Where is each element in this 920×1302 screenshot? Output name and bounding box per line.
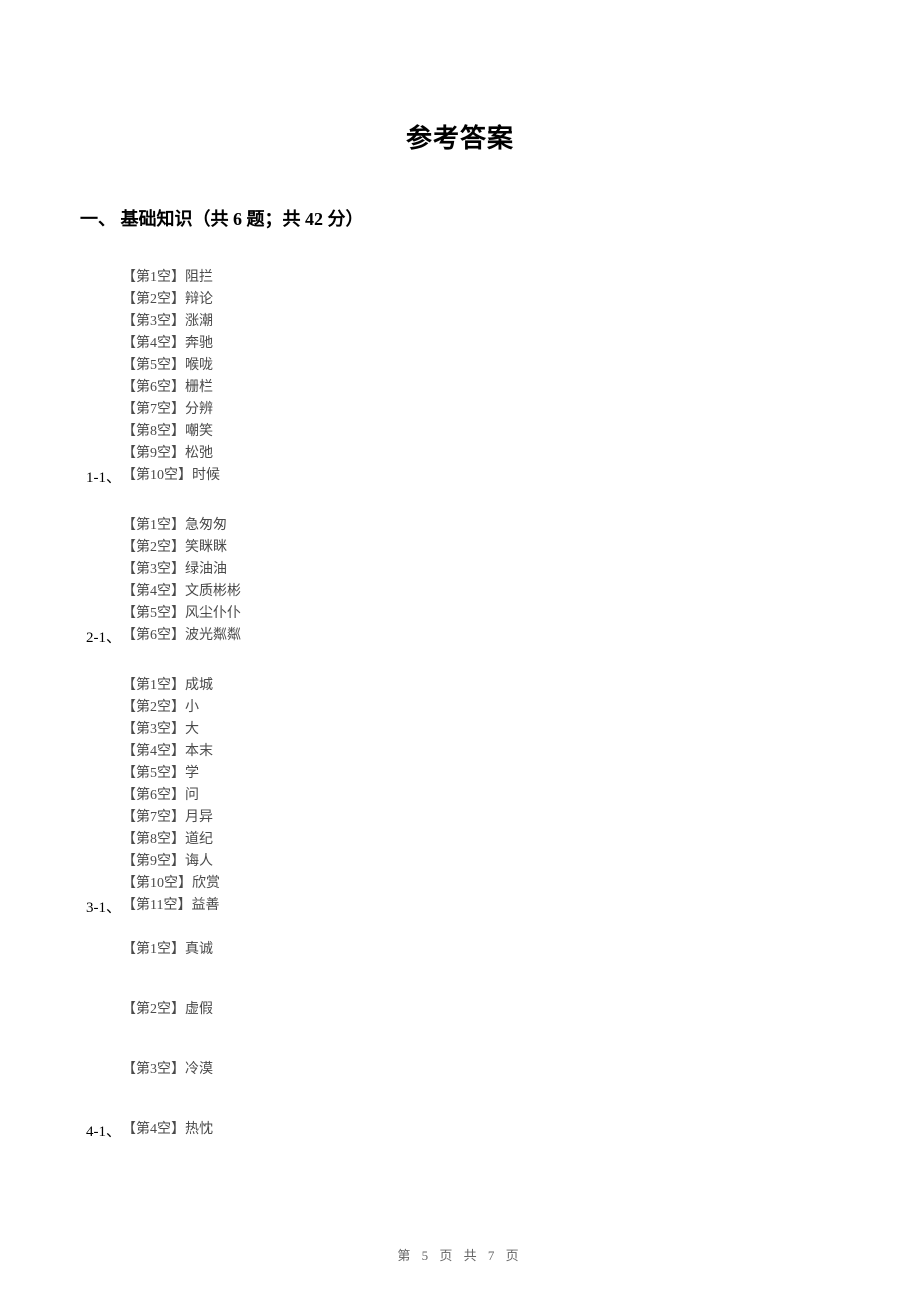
answer-line: 【第10空】欣赏 <box>122 873 920 895</box>
answer-line: 【第4空】热忱 <box>122 1119 920 1141</box>
page-root: 参考答案 一、 基础知识（共 6 题；共 42 分） 【第1空】阻拦 【第2空】… <box>0 0 920 1302</box>
answer-line: 【第4空】本末 <box>122 741 920 763</box>
answers-block: 【第1空】真诚 【第2空】虚假 【第3空】冷漠 【第4空】热忱 <box>122 939 920 1141</box>
answer-line: 【第8空】嘲笑 <box>122 421 920 443</box>
answer-line: 【第3空】大 <box>122 719 920 741</box>
question-group: 【第1空】成城 【第2空】小 【第3空】大 【第4空】本末 【第5空】学 【第6… <box>86 675 920 917</box>
answer-line: 【第5空】风尘仆仆 <box>122 603 920 625</box>
question-number: 4-1、 <box>86 1120 121 1141</box>
answer-line: 【第1空】成城 <box>122 675 920 697</box>
answer-line: 【第4空】文质彬彬 <box>122 581 920 603</box>
page-footer: 第 5 页 共 7 页 <box>0 1245 920 1264</box>
question-group: 【第1空】阻拦 【第2空】辩论 【第3空】涨潮 【第4空】奔驰 【第5空】喉咙 … <box>86 267 920 487</box>
answer-line: 【第10空】时候 <box>122 465 920 487</box>
question-number: 1-1、 <box>86 466 121 487</box>
question-group: 【第1空】真诚 【第2空】虚假 【第3空】冷漠 【第4空】热忱 4-1、 <box>86 939 920 1141</box>
answer-line: 【第3空】绿油油 <box>122 559 920 581</box>
section-heading: 一、 基础知识（共 6 题；共 42 分） <box>80 205 920 231</box>
question-number: 3-1、 <box>86 896 121 917</box>
answer-line: 【第5空】学 <box>122 763 920 785</box>
answer-line: 【第2空】虚假 <box>122 999 920 1021</box>
answer-line: 【第3空】涨潮 <box>122 311 920 333</box>
answer-line: 【第1空】真诚 <box>122 939 920 961</box>
answer-line: 【第2空】小 <box>122 697 920 719</box>
answer-line: 【第9空】诲人 <box>122 851 920 873</box>
answer-line: 【第7空】分辨 <box>122 399 920 421</box>
question-group: 【第1空】急匆匆 【第2空】笑眯眯 【第3空】绿油油 【第4空】文质彬彬 【第5… <box>86 515 920 647</box>
answers-block: 【第1空】阻拦 【第2空】辩论 【第3空】涨潮 【第4空】奔驰 【第5空】喉咙 … <box>122 267 920 487</box>
answer-line: 【第4空】奔驰 <box>122 333 920 355</box>
answers-block: 【第1空】成城 【第2空】小 【第3空】大 【第4空】本末 【第5空】学 【第6… <box>122 675 920 917</box>
answer-line: 【第1空】阻拦 <box>122 267 920 289</box>
answer-line: 【第6空】波光粼粼 <box>122 625 920 647</box>
answer-line: 【第2空】辩论 <box>122 289 920 311</box>
answer-line: 【第6空】问 <box>122 785 920 807</box>
question-number: 2-1、 <box>86 626 121 647</box>
answer-line: 【第7空】月异 <box>122 807 920 829</box>
answer-line: 【第2空】笑眯眯 <box>122 537 920 559</box>
answer-line: 【第9空】松弛 <box>122 443 920 465</box>
answer-line: 【第3空】冷漠 <box>122 1059 920 1081</box>
answer-line: 【第1空】急匆匆 <box>122 515 920 537</box>
answer-line: 【第5空】喉咙 <box>122 355 920 377</box>
answer-line: 【第11空】益善 <box>122 895 920 917</box>
page-title: 参考答案 <box>0 118 920 155</box>
answer-line: 【第6空】栅栏 <box>122 377 920 399</box>
answers-block: 【第1空】急匆匆 【第2空】笑眯眯 【第3空】绿油油 【第4空】文质彬彬 【第5… <box>122 515 920 647</box>
answer-line: 【第8空】道纪 <box>122 829 920 851</box>
